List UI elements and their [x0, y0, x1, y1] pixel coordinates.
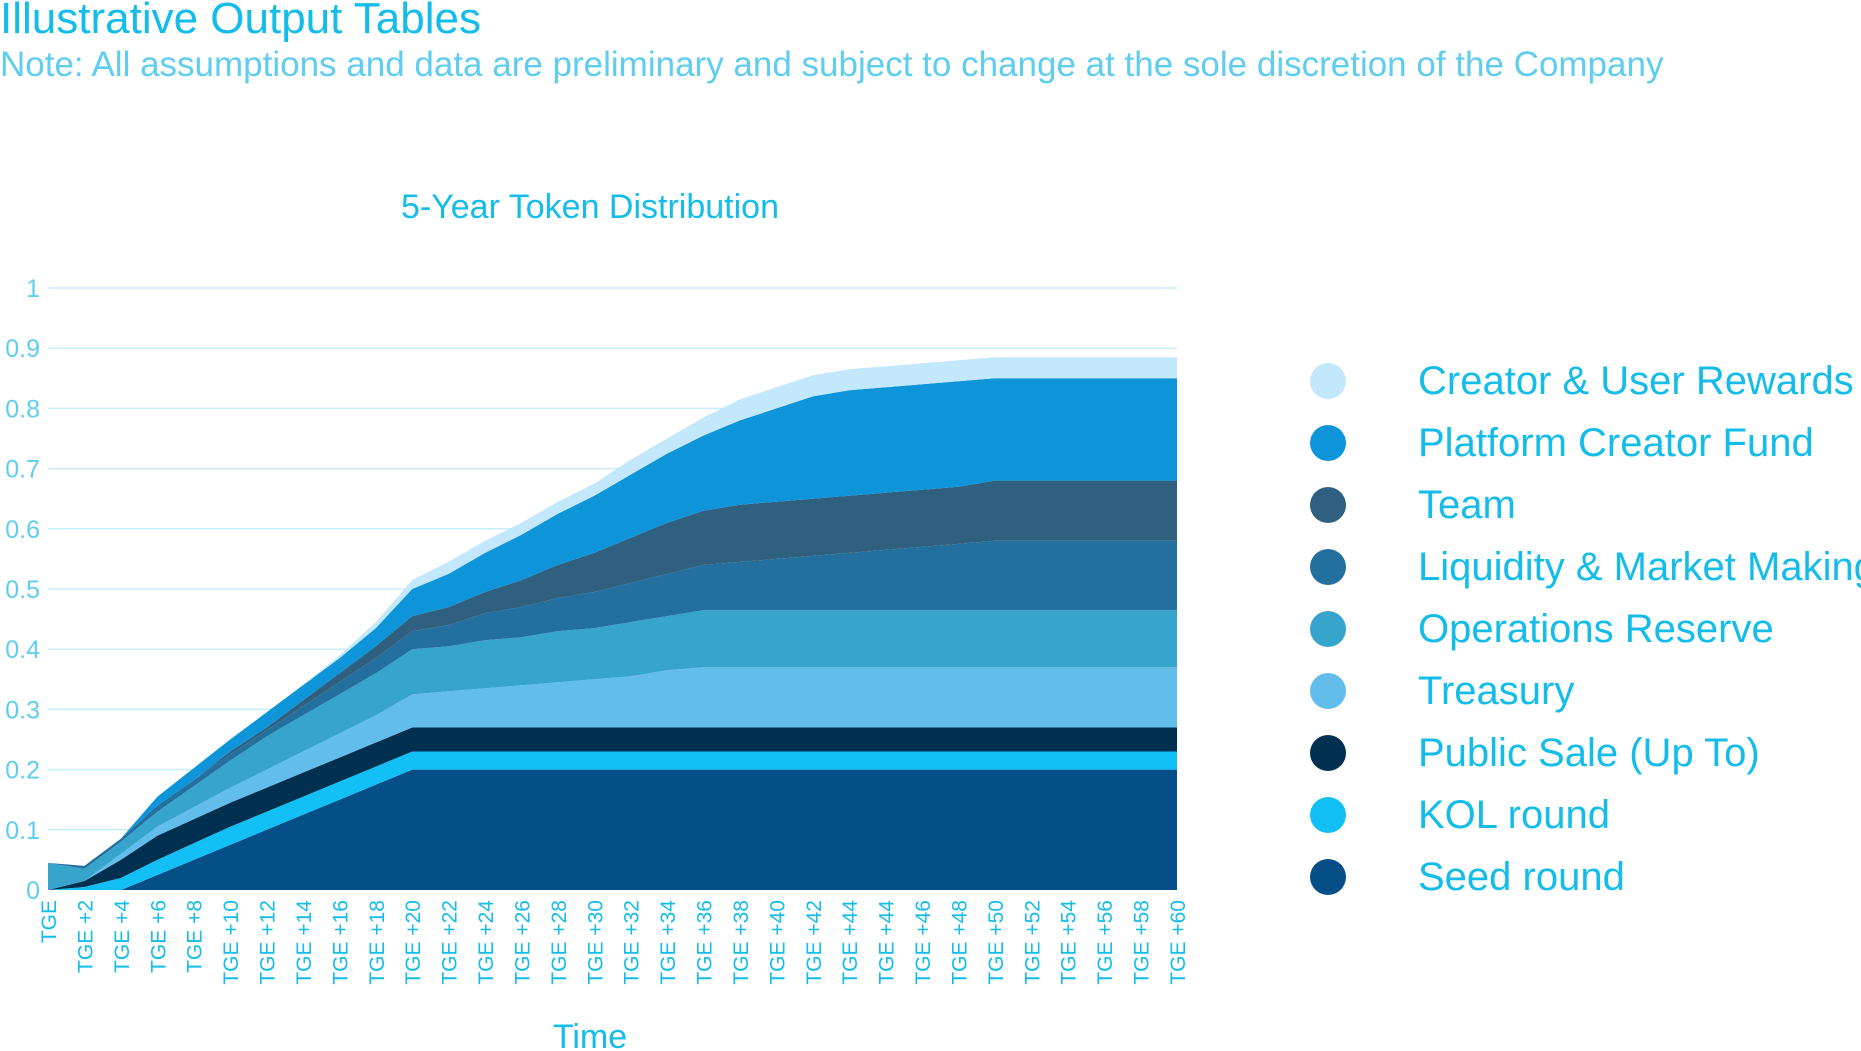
x-tick-label: TGE +28	[548, 900, 571, 985]
legend-swatch	[1310, 673, 1346, 709]
x-axis: TGE TGE +2 TGE +4 TGE +6 TGE +8 TGE +10 TGE +1…	[38, 900, 1190, 985]
x-tick-label: TGE +30	[584, 900, 607, 985]
legend-swatch	[1310, 859, 1346, 895]
legend-item: Seed round	[1310, 846, 1861, 908]
y-tick-label: 0.9	[5, 335, 40, 363]
x-tick-label: TGE +54	[1058, 900, 1081, 985]
x-tick-label: TGE +36	[694, 900, 717, 985]
y-tick-label: 0.2	[5, 757, 40, 785]
x-tick-label: TGE +6	[147, 900, 170, 973]
y-tick-label: 0	[26, 877, 40, 905]
legend-swatch	[1310, 425, 1346, 461]
legend-swatch	[1310, 611, 1346, 647]
legend-item: Liquidity & Market Making	[1310, 536, 1861, 598]
x-tick-label: TGE +26	[512, 900, 535, 985]
x-tick-label: TGE +52	[1021, 900, 1044, 985]
x-tick-label: TGE +18	[366, 900, 389, 985]
y-tick-label: 0.4	[5, 636, 40, 664]
area-series-seed-round	[48, 769, 1177, 890]
x-tick-label: TGE +40	[766, 900, 789, 985]
legend-item: Treasury	[1310, 660, 1861, 722]
x-tick-label: TGE +4	[111, 900, 134, 973]
y-tick-label: 1	[26, 275, 40, 303]
x-tick-label: TGE +50	[985, 900, 1008, 985]
y-tick-label: 0.1	[5, 817, 40, 845]
x-tick-label: TGE +20	[402, 900, 425, 985]
y-tick-label: 0.8	[5, 395, 40, 423]
x-tick-label: TGE +24	[475, 900, 498, 985]
legend-swatch	[1310, 549, 1346, 585]
legend-label: Operations Reserve	[1418, 606, 1774, 651]
legend-item: Creator & User Rewards	[1310, 350, 1861, 412]
y-axis: 0 0.1 0.2 0.3 0.4 0.5 0.6 0.7 0.8 0.9 1	[5, 275, 40, 905]
legend-item: Public Sale (Up To)	[1310, 722, 1861, 784]
legend-label: Treasury	[1418, 668, 1575, 713]
x-tick-label: TGE +46	[912, 900, 935, 985]
legend-swatch	[1310, 487, 1346, 523]
x-tick-label: TGE +44	[839, 900, 862, 985]
page-note: Note: All assumptions and data are preli…	[0, 45, 1664, 84]
area-series-team	[48, 480, 1177, 866]
legend-label: Seed round	[1418, 854, 1625, 899]
legend-label: Public Sale (Up To)	[1418, 730, 1760, 775]
x-axis-label: Time	[553, 1018, 627, 1051]
legend-item: Team	[1310, 474, 1861, 536]
x-tick-label: TGE +10	[220, 900, 243, 985]
legend-swatch	[1310, 735, 1346, 771]
area-series-layer	[48, 357, 1177, 890]
legend-label: Liquidity & Market Making	[1418, 544, 1861, 589]
x-tick-label: TGE +44	[876, 900, 899, 985]
x-tick-label: TGE +12	[257, 900, 280, 985]
x-tick-label: TGE +58	[1131, 900, 1154, 985]
y-tick-label: 0.7	[5, 456, 40, 484]
x-tick-label: TGE +14	[293, 900, 316, 985]
x-tick-label: TGE +8	[184, 900, 207, 973]
area-series-operations-reserve	[48, 610, 1177, 890]
page-title: Illustrative Output Tables	[0, 0, 481, 43]
area-series-platform-creator-fund	[48, 378, 1177, 866]
legend-item: KOL round	[1310, 784, 1861, 846]
legend-item: Operations Reserve	[1310, 598, 1861, 660]
legend-swatch	[1310, 363, 1346, 399]
y-tick-label: 0.5	[5, 576, 40, 604]
x-tick-label: TGE +48	[949, 900, 972, 985]
chart-legend: Creator & User Rewards Platform Creator F…	[1310, 350, 1861, 908]
legend-label: Creator & User Rewards	[1418, 358, 1854, 403]
y-tick-label: 0.3	[5, 696, 40, 724]
legend-label: KOL round	[1418, 792, 1610, 837]
area-series-treasury	[48, 667, 1177, 890]
x-tick-label: TGE	[38, 900, 61, 943]
x-tick-label: TGE +60	[1167, 900, 1190, 985]
area-series-public-sale-up-to	[48, 727, 1177, 890]
y-tick-label: 0.6	[5, 516, 40, 544]
x-tick-label: TGE +16	[329, 900, 352, 985]
legend-label: Team	[1418, 482, 1516, 527]
area-series-kol-round	[48, 751, 1177, 890]
legend-swatch	[1310, 797, 1346, 833]
x-tick-label: TGE +22	[439, 900, 462, 985]
x-tick-label: TGE +2	[74, 900, 97, 973]
chart-title: 5-Year Token Distribution	[401, 188, 779, 226]
x-tick-label: TGE +56	[1094, 900, 1117, 985]
area-series-liquidity-market-making	[48, 540, 1177, 869]
legend-item: Platform Creator Fund	[1310, 412, 1861, 474]
x-tick-label: TGE +42	[803, 900, 826, 985]
x-tick-label: TGE +38	[730, 900, 753, 985]
x-tick-label: TGE +32	[621, 900, 644, 985]
x-tick-label: TGE +34	[657, 900, 680, 985]
legend-label: Platform Creator Fund	[1418, 420, 1814, 465]
